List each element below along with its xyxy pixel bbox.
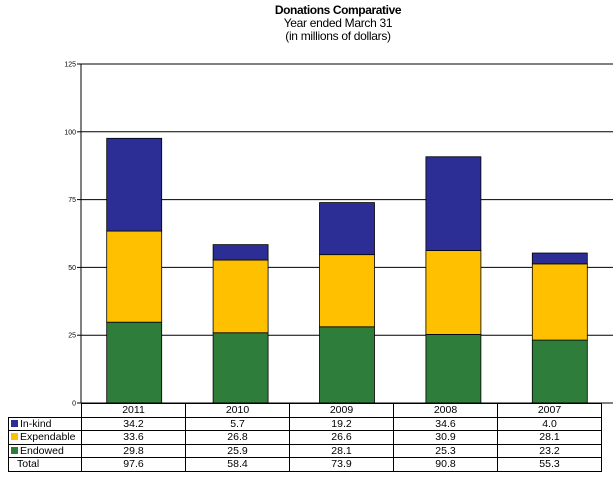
bar-in-kind-2010: [213, 245, 268, 260]
category-label: 2011: [82, 404, 186, 418]
total-value: 55.3: [498, 458, 602, 472]
table-header-row: 2011 2010 2009 2008 2007: [9, 404, 602, 418]
data-label: 23.2: [498, 444, 602, 458]
data-label: 25.3: [394, 444, 498, 458]
data-label: 28.1: [498, 431, 602, 445]
bar-endowed-2009: [320, 327, 375, 403]
legend-entry: In-kind: [9, 417, 82, 431]
data-label: 34.2: [82, 417, 186, 431]
bar-endowed-2010: [213, 333, 268, 403]
y-tick-label: 25: [68, 333, 76, 340]
legend-swatch: [11, 420, 18, 427]
bar-in-kind-2009: [320, 203, 375, 255]
table-row: In-kind 34.2 5.7 19.2 34.6 4.0: [9, 417, 602, 431]
y-tick-label: 75: [68, 197, 76, 204]
bar-endowed-2008: [426, 334, 481, 403]
data-label: 5.7: [186, 417, 290, 431]
data-label: 34.6: [394, 417, 498, 431]
legend-swatch: [11, 433, 18, 440]
legend-entry: Endowed: [9, 444, 82, 458]
bar-endowed-2011: [107, 322, 162, 403]
bar-in-kind-2007: [532, 253, 587, 264]
data-label: 29.8: [82, 444, 186, 458]
bar-in-kind-2011: [107, 138, 162, 231]
category-label: 2010: [186, 404, 290, 418]
bar-expendable-2007: [532, 264, 587, 340]
category-label: 2008: [394, 404, 498, 418]
legend-label: Expendable: [20, 431, 75, 443]
bar-expendable-2008: [426, 251, 481, 335]
data-label: 26.8: [186, 431, 290, 445]
bar-expendable-2011: [107, 231, 162, 322]
total-value: 90.8: [394, 458, 498, 472]
total-value: 58.4: [186, 458, 290, 472]
category-label: 2009: [290, 404, 394, 418]
total-value: 97.6: [82, 458, 186, 472]
total-label: Total: [9, 458, 82, 472]
category-label: 2007: [498, 404, 602, 418]
y-tick-label: 125: [64, 62, 76, 69]
data-label: 19.2: [290, 417, 394, 431]
total-value: 73.9: [290, 458, 394, 472]
legend-label: Endowed: [20, 445, 64, 457]
bar-in-kind-2008: [426, 157, 481, 251]
bar-expendable-2009: [320, 255, 375, 327]
legend-label: In-kind: [20, 418, 52, 430]
bar-expendable-2010: [213, 260, 268, 333]
y-tick-label: 50: [68, 265, 76, 272]
data-label: 30.9: [394, 431, 498, 445]
data-label: 26.6: [290, 431, 394, 445]
data-label: 25.9: [186, 444, 290, 458]
data-table: 2011 2010 2009 2008 2007 In-kind 34.2 5.7 19.2 34…: [8, 403, 602, 472]
table-row-total: Total 97.6 58.4 73.9 90.8 55.3: [9, 458, 602, 472]
table-row: Expendable 33.6 26.8 26.6 30.9 28.1: [9, 431, 602, 445]
data-label: 33.6: [82, 431, 186, 445]
table-row: Endowed 29.8 25.9 28.1 25.3 23.2: [9, 444, 602, 458]
legend-swatch: [11, 447, 18, 454]
data-label: 28.1: [290, 444, 394, 458]
bar-endowed-2007: [532, 340, 587, 403]
data-label: 4.0: [498, 417, 602, 431]
y-tick-label: 100: [64, 129, 76, 136]
table-corner: [9, 404, 82, 418]
legend-entry: Expendable: [9, 431, 82, 445]
